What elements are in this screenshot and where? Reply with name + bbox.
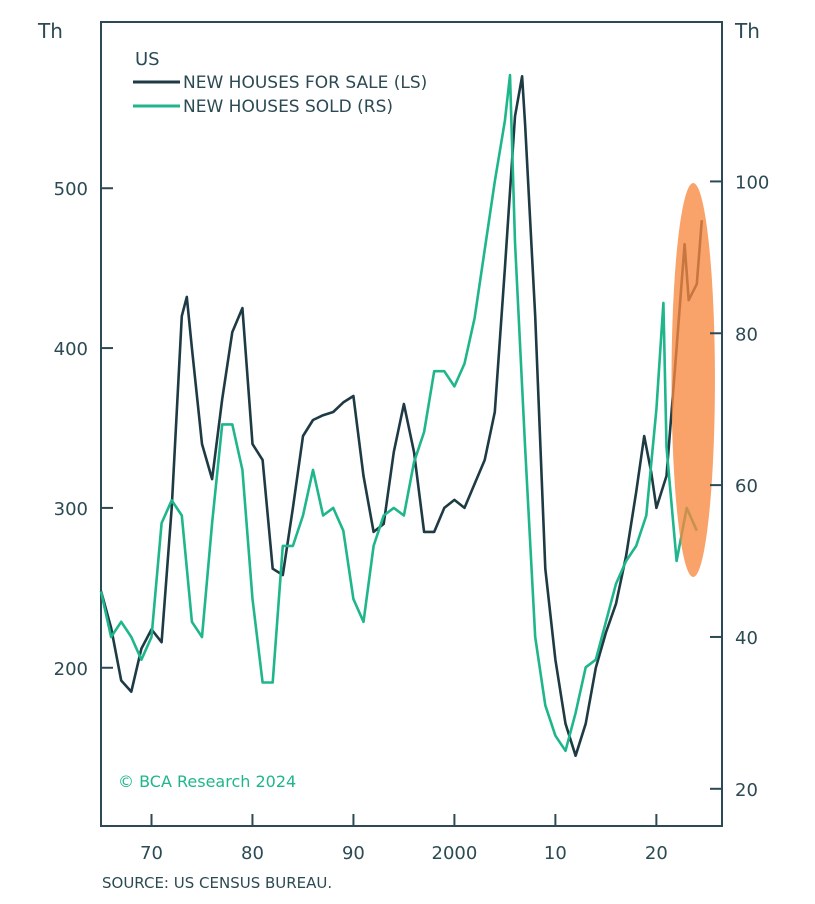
copyright-note: © BCA Research 2024 bbox=[118, 772, 296, 791]
x-tick-label: 20 bbox=[645, 843, 668, 864]
right-tick-label: 20 bbox=[735, 780, 758, 801]
axes: 70 80 90 2000 10 20 200 300 400 500 20 40 60 80 100 bbox=[54, 172, 770, 864]
left-axis-unit: Th bbox=[37, 19, 63, 43]
series-line-sold bbox=[99, 73, 698, 753]
right-tick-label: 40 bbox=[735, 628, 758, 649]
left-tick-label: 300 bbox=[54, 499, 88, 520]
left-tick-label: 400 bbox=[54, 339, 88, 360]
x-tick-label: 10 bbox=[544, 843, 567, 864]
legend-label-for-sale: NEW HOUSES FOR SALE (LS) bbox=[183, 73, 427, 93]
highlight-layer bbox=[671, 183, 715, 577]
source-note: SOURCE: US CENSUS BUREAU. bbox=[102, 874, 332, 892]
series-layer bbox=[99, 73, 704, 757]
right-tick-label: 80 bbox=[735, 324, 758, 345]
x-tick-label: 2000 bbox=[432, 843, 478, 864]
plot-frame bbox=[100, 21, 723, 827]
x-tick-label: 90 bbox=[342, 843, 365, 864]
right-axis-unit: Th bbox=[734, 19, 760, 43]
left-tick-label: 500 bbox=[54, 179, 88, 200]
plot-border bbox=[100, 21, 723, 827]
x-tick-label: 80 bbox=[241, 843, 264, 864]
right-tick-label: 60 bbox=[735, 476, 758, 497]
x-tick-label: 70 bbox=[140, 843, 163, 864]
chart-title: US bbox=[135, 49, 160, 70]
legend-label-sold: NEW HOUSES SOLD (RS) bbox=[183, 97, 393, 117]
highlight-ellipse bbox=[671, 183, 715, 577]
left-tick-label: 200 bbox=[54, 659, 88, 680]
right-tick-label: 100 bbox=[735, 172, 769, 193]
series-line-for-sale bbox=[99, 75, 704, 757]
